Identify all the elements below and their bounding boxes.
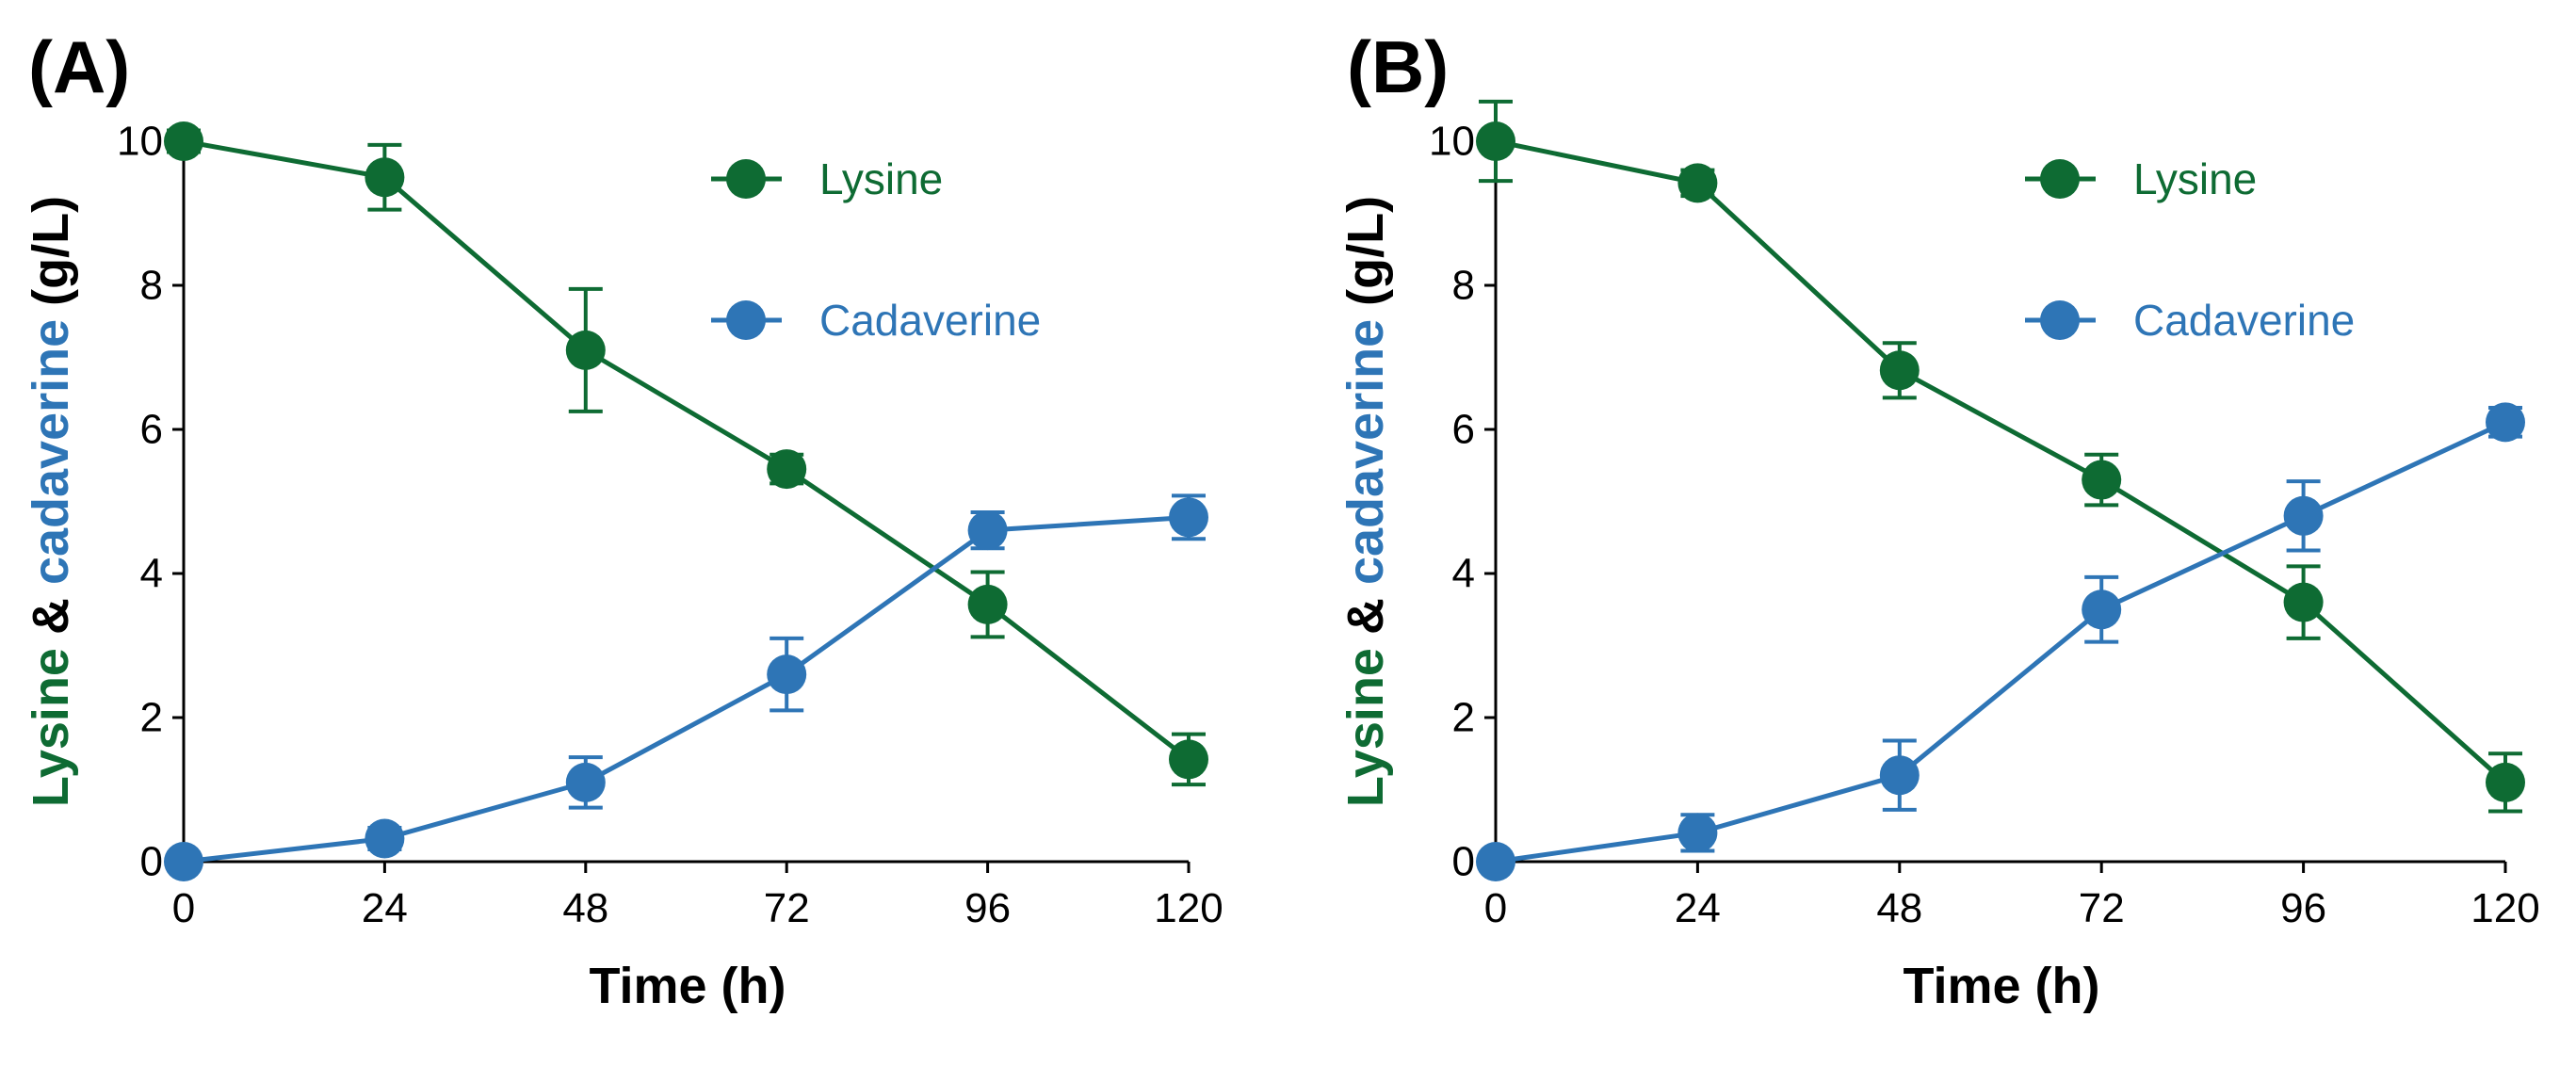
data-point-cadaverine [967,510,1008,551]
data-point-cadaverine [2486,402,2525,443]
legend-label: Lysine [819,154,943,203]
y-title-lysine: Lysine [1337,648,1394,807]
x-tick-label: 24 [362,885,408,931]
data-point-cadaverine [1476,842,1515,881]
y-title-ampersand: & [1337,598,1394,635]
x-tick-label: 120 [1154,885,1223,931]
x-tick-label: 72 [764,885,810,931]
data-point-lysine [2486,762,2525,802]
series-line-lysine [1495,138,2507,784]
y-tick-label: 10 [117,119,163,165]
y-tick-label: 4 [1452,551,1475,597]
data-point-cadaverine [767,654,807,695]
data-point-cadaverine [1169,497,1208,538]
panel-label: (B) [1347,25,1449,108]
y-axis-title: Lysine & cadaverine (g/L) [23,196,79,807]
legend-marker [726,300,766,340]
data-point-cadaverine [1677,813,1718,853]
y-tick-label: 6 [140,407,163,453]
x-tick-label: 72 [2079,885,2125,931]
y-axis-title: Lysine & cadaverine (g/L) [1337,196,1394,807]
x-tick-label: 96 [964,885,1011,931]
data-point-lysine [2283,582,2324,622]
x-tick-label: 0 [172,885,195,931]
y-title-lysine: Lysine [23,648,79,807]
series-lysine [1476,99,2525,814]
y-title-ampersand: & [23,598,79,635]
data-point-cadaverine [565,762,606,802]
data-point-cadaverine [365,818,405,859]
series-lysine [164,121,1208,787]
y-tick-label: 0 [1452,839,1475,885]
series-cadaverine [1476,402,2525,881]
data-point-lysine [1879,350,1920,391]
y-title-unit: (g/L) [1337,196,1394,306]
y-tick-label: 4 [140,551,163,597]
series-cadaverine [164,493,1208,881]
x-tick-label: 48 [1876,885,1922,931]
y-tick-label: 2 [1452,695,1475,741]
data-point-lysine [1476,121,1515,161]
y-title-cadaverine: cadaverine [1337,319,1394,585]
data-point-lysine [767,449,807,490]
data-point-cadaverine [2283,495,2324,536]
x-axis-title: Time (h) [1903,958,2099,1014]
y-tick-label: 2 [140,695,163,741]
data-point-lysine [164,121,203,161]
x-tick-label: 120 [2471,885,2539,931]
data-point-lysine [565,330,606,370]
legend-item-cadaverine: Cadaverine [2025,296,2355,345]
series-line-lysine [183,138,1191,762]
y-tick-label: 8 [1452,263,1475,309]
y-tick-label: 8 [140,263,163,309]
legend-item-cadaverine: Cadaverine [711,296,1041,345]
x-tick-label: 48 [562,885,608,931]
legend-item-lysine: Lysine [2025,154,2257,203]
legend-marker [726,159,766,199]
legend-item-lysine: Lysine [711,154,943,203]
panel-label: (A) [28,25,130,108]
data-point-lysine [1677,163,1718,203]
data-point-lysine [967,584,1008,624]
x-tick-label: 96 [2280,885,2326,931]
legend-label: Cadaverine [2133,296,2355,345]
y-title-cadaverine: cadaverine [23,319,79,585]
y-tick-label: 6 [1452,407,1475,453]
series-line-cadaverine [1495,420,2507,864]
x-axis-title: Time (h) [589,958,786,1014]
x-tick-label: 24 [1675,885,1721,931]
data-point-cadaverine [164,842,203,881]
series-line-cadaverine [183,514,1190,864]
legend-label: Cadaverine [819,296,1041,345]
legend-marker [2040,159,2080,199]
y-tick-label: 0 [140,839,163,885]
legend-marker [2040,300,2080,340]
data-point-cadaverine [1879,755,1920,796]
y-title-unit: (g/L) [23,196,79,306]
data-point-lysine [1169,739,1208,780]
legend-label: Lysine [2133,154,2257,203]
data-point-cadaverine [2082,590,2122,630]
y-tick-label: 10 [1429,119,1475,165]
data-point-lysine [365,157,405,198]
x-tick-label: 0 [1484,885,1507,931]
data-point-lysine [2082,460,2122,500]
